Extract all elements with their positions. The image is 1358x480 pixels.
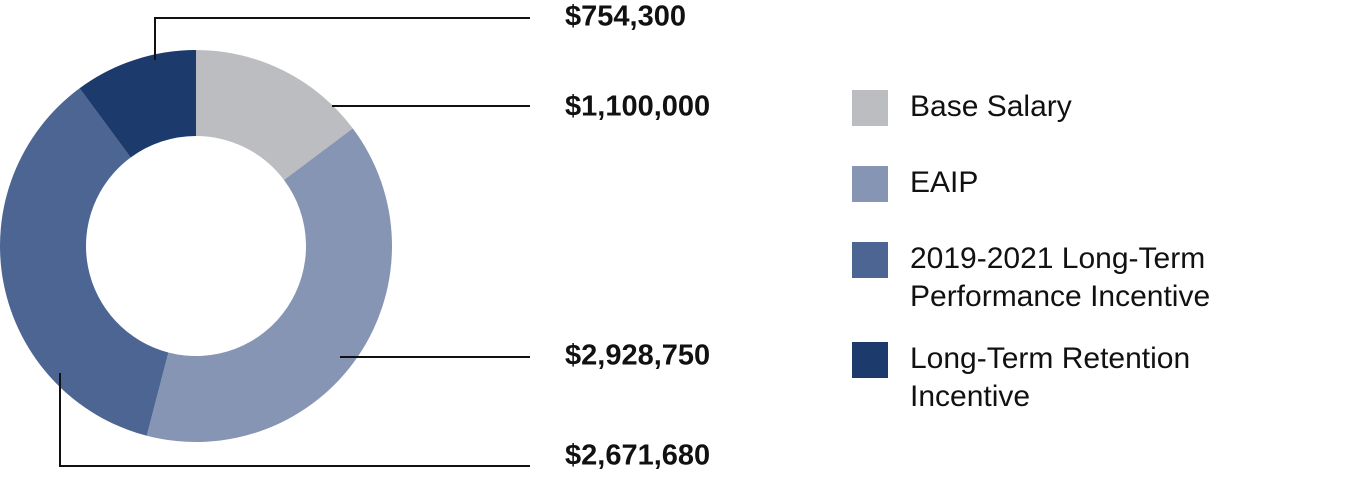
legend-swatch xyxy=(852,90,888,126)
leader-lines xyxy=(59,17,530,467)
legend-item-eaip: EAIP xyxy=(852,164,978,202)
donut-slice xyxy=(196,50,353,180)
value-labels: $1,100,000 $2,928,750 $2,671,680 $754,300 xyxy=(565,1,710,472)
value-label: $2,671,680 xyxy=(565,440,710,472)
legend-item-base-salary: Base Salary xyxy=(852,88,1072,126)
donut-slice xyxy=(79,50,196,158)
leader-line xyxy=(154,17,530,60)
value-label: $2,928,750 xyxy=(565,340,710,372)
legend-label: Long-Term Retention Incentive xyxy=(910,342,1191,413)
legend-swatch xyxy=(852,242,888,278)
leader-line xyxy=(59,373,530,467)
donut-slice xyxy=(146,128,392,443)
legend-label: EAIP xyxy=(910,166,979,199)
legend-swatch xyxy=(852,166,888,202)
legend-label: 2019-2021 Long-Term Performance Incentiv… xyxy=(910,242,1211,313)
legend-swatch xyxy=(852,342,888,378)
legend-item-performance-incentive: 2019-2021 Long-Term Performance Incentiv… xyxy=(852,240,1210,316)
value-label: $754,300 xyxy=(565,1,686,33)
value-label: $1,100,000 xyxy=(565,91,710,123)
donut-slice xyxy=(0,88,169,436)
legend-item-retention-incentive: Long-Term Retention Incentive xyxy=(852,340,1190,416)
donut-slices xyxy=(0,50,392,443)
legend-label: Base Salary xyxy=(910,90,1072,123)
